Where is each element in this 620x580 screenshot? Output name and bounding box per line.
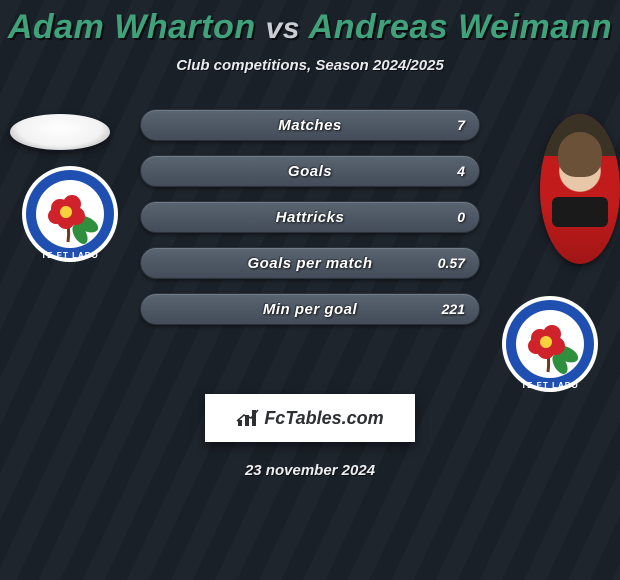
- brand-box: FcTables.com: [205, 394, 415, 442]
- subtitle: Club competitions, Season 2024/2025: [0, 57, 620, 74]
- comparison-title: Adam Wharton vs Andreas Weimann: [0, 0, 620, 47]
- stat-label: Goals: [141, 156, 479, 186]
- player1-name: Adam Wharton: [8, 8, 256, 46]
- stat-row: Goals per match0.57: [140, 247, 480, 279]
- stat-row: Goals4: [140, 155, 480, 187]
- stat-label: Hattricks: [141, 202, 479, 232]
- stat-value: 4: [457, 156, 465, 186]
- stat-row: Hattricks0: [140, 201, 480, 233]
- player2-club-crest: TE ET LABO: [500, 294, 600, 394]
- brand-logo-icon: [236, 408, 260, 428]
- svg-text:TE ET LABO: TE ET LABO: [521, 381, 579, 390]
- stats-area: TE ET LABO TE ET LABO Matches7 Goals4 Hatt…: [0, 104, 620, 394]
- snapshot-date: 23 november 2024: [0, 462, 620, 479]
- vs-text: vs: [266, 12, 300, 45]
- stat-value: 0: [457, 202, 465, 232]
- player1-avatar: [10, 114, 110, 150]
- brand-text: FcTables.com: [264, 408, 383, 429]
- player2-name: Andreas Weimann: [309, 8, 613, 46]
- player2-face-placeholder: [540, 114, 620, 264]
- stat-row: Matches7: [140, 109, 480, 141]
- stat-label: Matches: [141, 110, 479, 140]
- player2-avatar: [540, 114, 620, 264]
- stat-bars: Matches7Goals4Hattricks0Goals per match0…: [140, 109, 480, 339]
- svg-text:TE ET LABO: TE ET LABO: [41, 251, 99, 260]
- stat-label: Goals per match: [141, 248, 479, 278]
- stat-value: 0.57: [438, 248, 465, 278]
- stat-value: 7: [457, 110, 465, 140]
- stat-label: Min per goal: [141, 294, 479, 324]
- player1-club-crest: TE ET LABO: [20, 164, 120, 264]
- stat-value: 221: [442, 294, 465, 324]
- stat-row: Min per goal221: [140, 293, 480, 325]
